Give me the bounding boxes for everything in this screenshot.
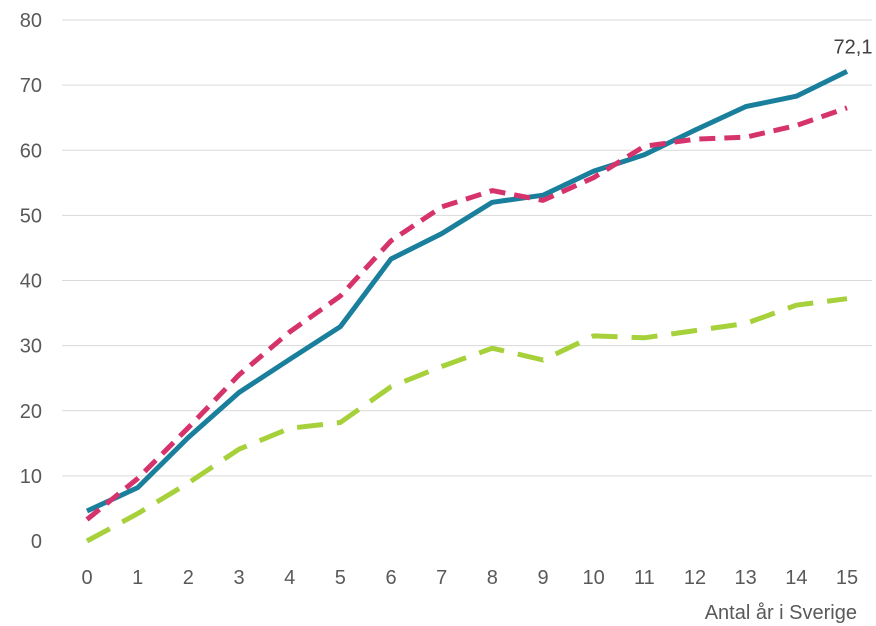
series-line-1 <box>85 69 849 514</box>
grid-lines <box>62 19 872 477</box>
y-tick-label: 70 <box>20 75 42 97</box>
y-tick-label: 60 <box>20 140 42 162</box>
x-tick-label: 1 <box>132 567 143 589</box>
x-tick-label: 9 <box>537 567 548 589</box>
data-labels: 72,1 <box>834 36 873 58</box>
x-tick-labels: 0 1 2 3 4 5 6 7 8 9 10 11 12 13 14 15 <box>81 567 858 589</box>
x-tick-label: 3 <box>233 567 244 589</box>
x-axis-label: Antal år i Sverige <box>705 602 857 624</box>
series-lines <box>85 69 849 544</box>
x-tick-label: 5 <box>335 567 346 589</box>
data-label: 72,1 <box>834 36 873 58</box>
series-line-2 <box>85 105 848 522</box>
y-tick-label: 30 <box>20 336 42 358</box>
x-tick-label: 15 <box>836 567 858 589</box>
y-tick-label: 10 <box>20 466 42 488</box>
x-tick-label: 12 <box>684 567 706 589</box>
y-tick-label: 20 <box>20 401 42 423</box>
x-tick-label: 7 <box>436 567 447 589</box>
y-tick-label: 50 <box>20 205 42 227</box>
x-tick-label: 14 <box>785 567 807 589</box>
y-tick-label: 0 <box>31 531 42 553</box>
x-tick-label: 8 <box>487 567 498 589</box>
x-tick-label: 0 <box>81 567 92 589</box>
x-tick-label: 10 <box>583 567 605 589</box>
x-tick-label: 2 <box>183 567 194 589</box>
x-tick-label: 4 <box>284 567 295 589</box>
y-tick-label: 80 <box>20 10 42 32</box>
series-line-3 <box>85 296 848 544</box>
x-tick-label: 13 <box>735 567 757 589</box>
x-tick-label: 11 <box>634 567 655 589</box>
y-tick-labels: 0 10 20 30 40 50 60 70 80 <box>20 10 42 553</box>
x-tick-label: 6 <box>385 567 396 589</box>
y-tick-label: 40 <box>20 271 42 293</box>
